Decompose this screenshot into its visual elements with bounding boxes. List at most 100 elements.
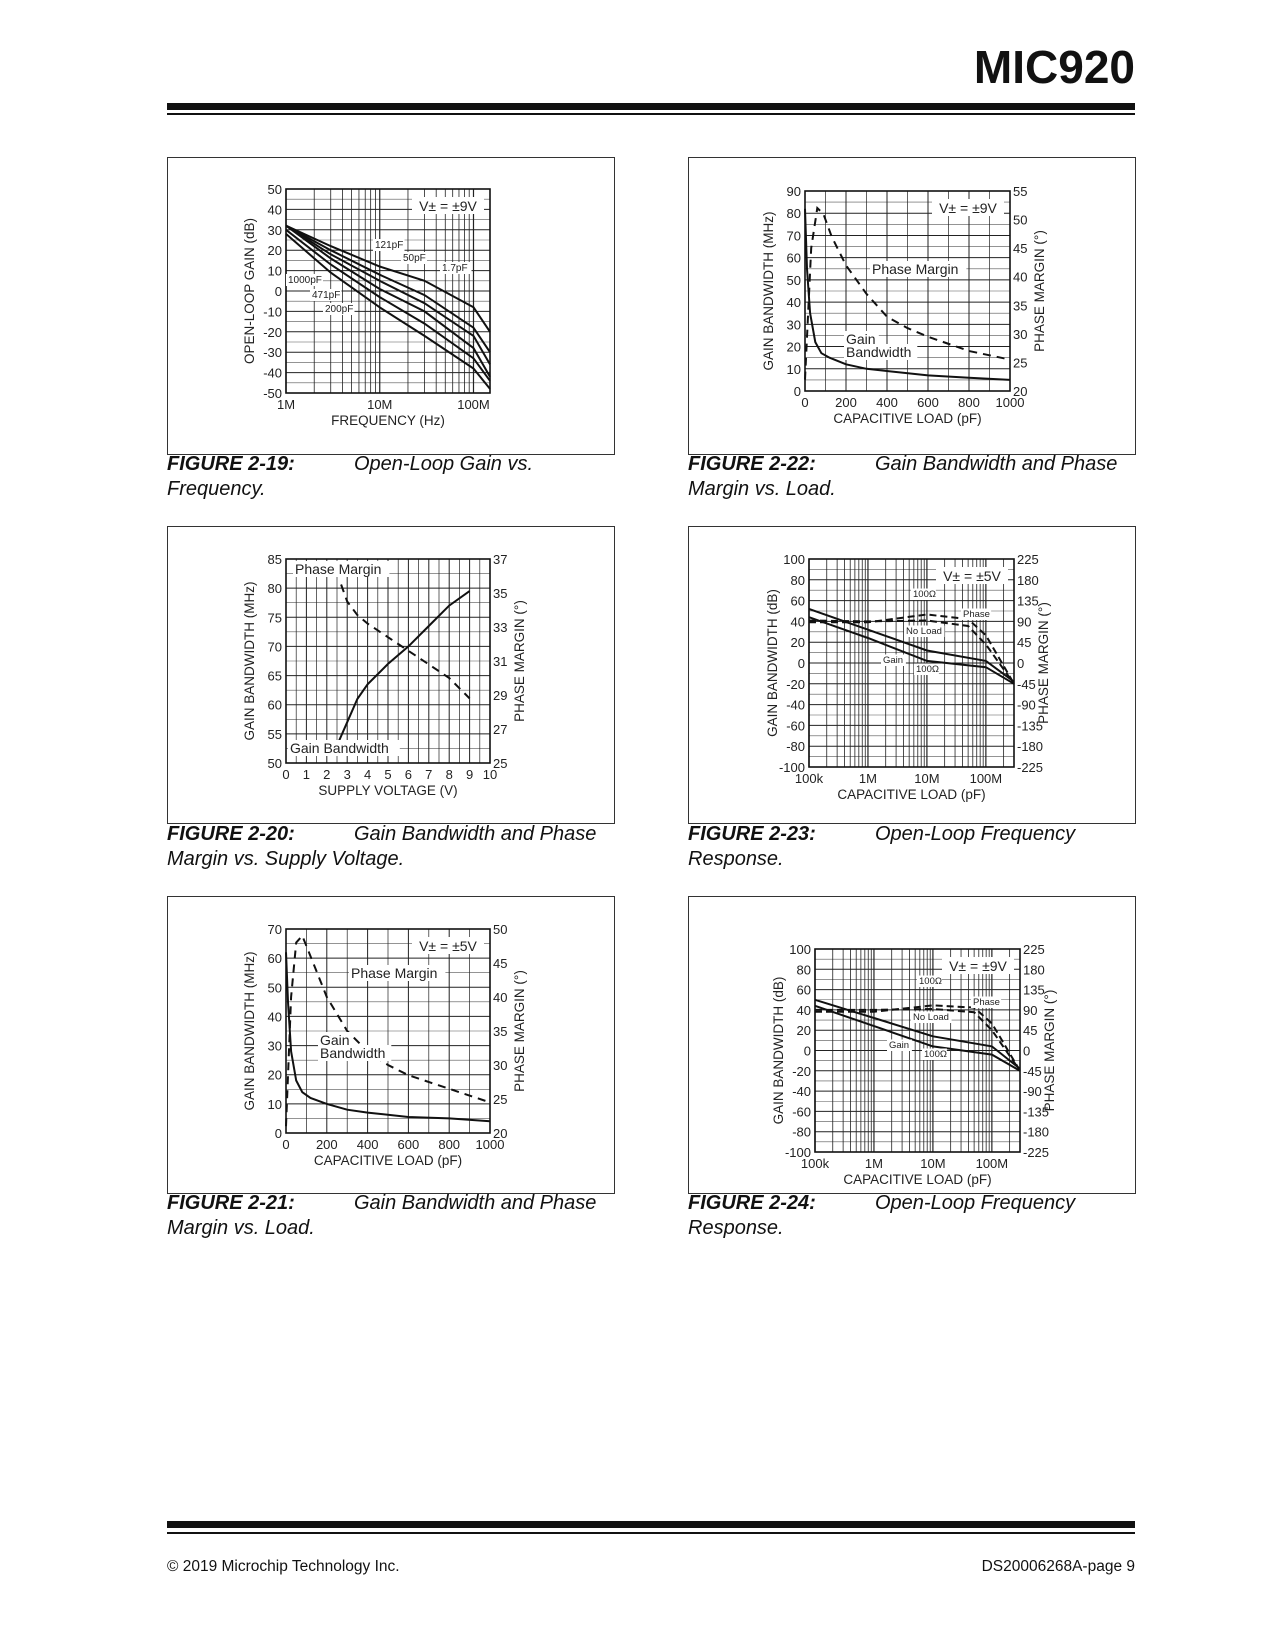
series-line-phase-no-load [808,619,1015,685]
y-tick-label: -100 [785,1145,811,1160]
label-bg [349,965,446,981]
y-tick-label: 20 [797,1023,811,1038]
y-tick-label: 60 [268,698,282,713]
y2-tick-label: 35 [493,1024,507,1039]
caption-text-cont: Response. [688,1217,784,1239]
x-tick-label: 400 [876,395,898,410]
x-tick-label: 1000 [996,395,1025,410]
y2-tick-label: 0 [1017,656,1024,671]
gain-label: Gain [320,1032,350,1048]
phase-100-ohm-label: 100Ω [919,976,942,987]
y-tick-label: 0 [275,284,282,299]
caption-text: Gain Bandwidth and Phase [354,823,597,845]
series-line-121pf [285,224,491,365]
figure-2-19-chart: 50 40 30 20 10 0 -10 -20 -30 -40 -50 1M 10M 100M FREQU… [167,157,615,455]
x-axis-label: SUPPLY VOLTAGE (V) [318,783,457,798]
y-tick-label: -20 [263,325,282,340]
x-tick-label: 100k [795,771,824,786]
y-tick-label: -60 [792,1104,811,1119]
y-tick-label: 60 [268,951,282,966]
label-bg [870,261,967,277]
figure-number: FIGURE 2-23: [688,823,816,845]
x-tick-label: 3 [344,767,351,782]
y-tick-label: 50 [268,756,282,771]
supply-annotation: V± = ±9V [939,200,997,216]
y-tick-label: 60 [787,251,801,266]
y2-tick-label: 20 [1013,384,1027,399]
y2-axis-label: PHASE MARGIN (°) [512,600,527,722]
label-bg [288,740,400,756]
figure-number: FIGURE 2-24: [688,1192,816,1214]
figure-2-21-caption: FIGURE 2-21: Gain Bandwidth and Phase Mar… [167,1191,617,1241]
series-line-1-7pf [285,224,491,333]
y-tick-label: 20 [791,635,805,650]
series-line-phase-100- [809,613,1015,685]
figure-2-24-chart: 100 80 60 40 20 0 -20 -40 -60 -80 -100 225 180 135 90 4… [688,896,1136,1194]
x-tick-label: 8 [446,767,453,782]
y-tick-label: 100 [789,942,811,957]
y2-tick-label: 29 [493,688,507,703]
series-line-1000pf [285,233,491,390]
series-line-phase-100- [815,1004,1021,1072]
y-tick-label: 85 [268,552,282,567]
y-tick-label: 70 [268,922,282,937]
y-tick-label: -100 [779,760,805,775]
y-tick-label: 60 [797,983,811,998]
curve-label-200pf: 200pF [325,304,353,315]
label-bg [911,588,936,600]
x-tick-label: 600 [917,395,939,410]
y2-tick-label: 45 [1013,241,1027,256]
series-line-200pf [285,224,491,378]
x-tick-label: 100M [457,397,490,412]
y-tick-label: 30 [787,317,801,332]
y-tick-label: -40 [792,1084,811,1099]
supply-annotation: V± = ±9V [949,958,1007,974]
figure-2-24-caption: FIGURE 2-24: Open-Loop Frequency Response… [688,1191,1138,1241]
x-axis-label: FREQUENCY (Hz) [331,413,445,428]
figure-number: FIGURE 2-19: [167,453,295,475]
y-tick-label: 10 [268,1097,282,1112]
caption-text-cont: Frequency. [167,478,266,500]
bandwidth-label: Bandwidth [320,1045,385,1061]
series-line-gain-100- [808,616,1015,685]
y-axis-label: GAIN BANDWIDTH (MHz) [242,952,257,1111]
y2-tick-label: 25 [493,1092,507,1107]
x-axis-label: CAPACITIVE LOAD (pF) [314,1153,462,1168]
y-tick-label: 90 [787,184,801,199]
curve-label-471pf: 471pF [312,290,340,301]
y2-tick-label: 225 [1023,942,1045,957]
y-axis-label: OPEN-LOOP GAIN (dB) [242,218,257,364]
figure-2-22-chart: 90 80 70 60 50 40 30 20 10 0 55 50 45 40 35 30 25 20 0 200 4… [688,157,1136,455]
y2-tick-label: 135 [1017,594,1039,609]
x-tick-label: 1M [277,397,295,412]
y-tick-label: -40 [263,366,282,381]
series-line-phase-no-load [815,1007,1021,1072]
header-rule-thin [167,113,1135,115]
y-tick-label: 30 [268,1039,282,1054]
y-tick-label: 65 [268,669,282,684]
x-tick-label: 4 [364,767,371,782]
y-tick-label: 80 [787,206,801,221]
series-line-phase-margin [804,206,1011,380]
no-load-label: No Load [913,1012,949,1023]
label-bg [310,289,342,301]
x-tick-label: 200 [835,395,857,410]
label-bg [286,274,323,286]
series-line-50pf [285,224,491,353]
label-bg [373,239,405,251]
y-tick-label: 70 [787,228,801,243]
label-bg [323,303,355,315]
y-tick-label: 0 [798,656,805,671]
gain-label: Gain [889,1040,909,1051]
figure-number: FIGURE 2-22: [688,453,816,475]
series-line-phase-margin [340,584,471,700]
series-line-phase-margin [285,933,491,1127]
y-tick-label: -50 [263,386,282,401]
chart-svg-2-24: 100 80 60 40 20 0 -20 -40 -60 -80 -100 225 180 135 90 4… [771,942,1057,1187]
y2-axis-label: PHASE MARGIN (°) [1042,990,1057,1112]
x-tick-label: 1M [859,771,877,786]
x-tick-label: 10M [367,397,392,412]
y-tick-label: 100 [783,552,805,567]
